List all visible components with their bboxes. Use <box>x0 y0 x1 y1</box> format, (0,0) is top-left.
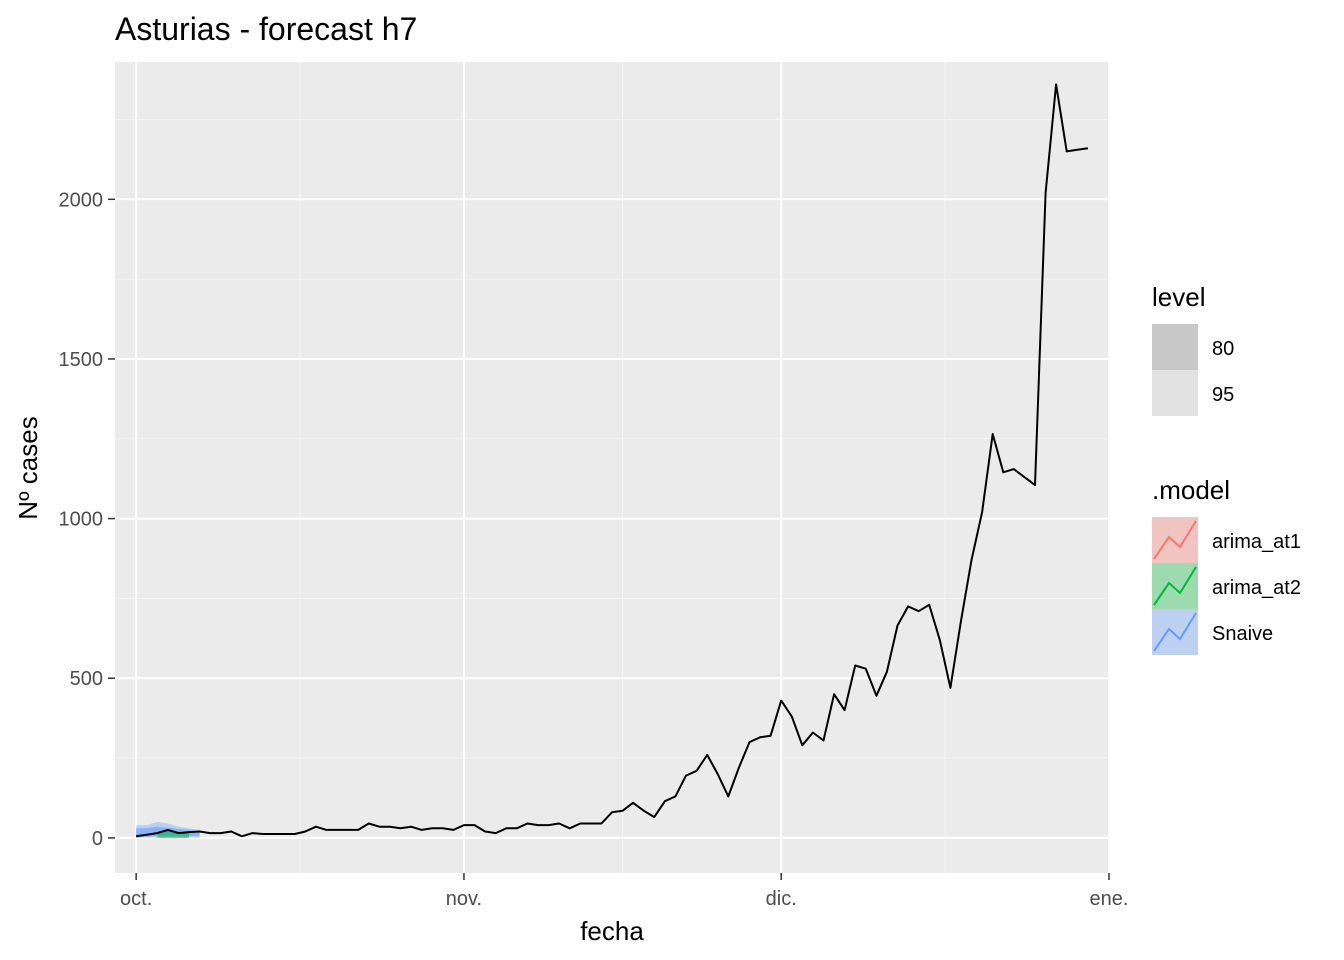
legend-key-snaive-fill <box>1152 609 1198 655</box>
legend: level 80 95 .model arima_at1 arima_at2 Snaive <box>1152 282 1301 655</box>
series-line-0 <box>135 83 1089 838</box>
forecast-band-arima_at2-80 <box>157 829 189 838</box>
panel-background <box>115 62 1109 873</box>
legend-title-model: .model <box>1152 475 1230 505</box>
y-axis: 0 500 1000 1500 2000 <box>59 189 115 850</box>
legend-key-arima_at1-fill <box>1152 517 1198 563</box>
legend-label-arima_at2: arima_at2 <box>1212 577 1301 599</box>
legend-key-level-95 <box>1152 370 1198 416</box>
legend-label-level-80: 80 <box>1212 338 1234 360</box>
plot-panel <box>115 62 1110 873</box>
x-tick-label: ene. <box>1090 888 1129 910</box>
y-tick-label: 1000 <box>59 509 104 531</box>
x-tick-label: nov. <box>446 888 482 910</box>
x-tick-label: oct. <box>120 888 152 910</box>
legend-label-level-95: 95 <box>1212 384 1234 406</box>
y-tick-label: 2000 <box>59 189 104 211</box>
y-tick-label: 0 <box>92 828 103 850</box>
x-axis-title: fecha <box>580 916 644 946</box>
y-tick-label: 500 <box>70 668 103 690</box>
legend-label-snaive: Snaive <box>1212 623 1273 645</box>
y-tick-label: 1500 <box>59 349 104 371</box>
legend-key-arima_at2-fill <box>1152 563 1198 609</box>
x-tick-label: dic. <box>766 888 797 910</box>
legend-key-arima_at1-background <box>1152 517 1198 563</box>
x-axis: oct. nov. dic. ene. <box>120 873 1128 910</box>
legend-key-arima_at1-line <box>1153 520 1197 560</box>
chart-title: Asturias - forecast h7 <box>115 11 417 47</box>
legend-key-arima_at2-line <box>1153 566 1197 606</box>
legend-title-level: level <box>1152 282 1205 312</box>
y-axis-title: Nº cases <box>13 416 43 519</box>
legend-key-snaive-line <box>1153 612 1197 652</box>
legend-label-arima_at1: arima_at1 <box>1212 531 1301 553</box>
legend-key-level-80 <box>1152 324 1198 370</box>
legend-key-snaive-background <box>1152 609 1198 655</box>
legend-key-arima_at2-background <box>1152 563 1198 609</box>
